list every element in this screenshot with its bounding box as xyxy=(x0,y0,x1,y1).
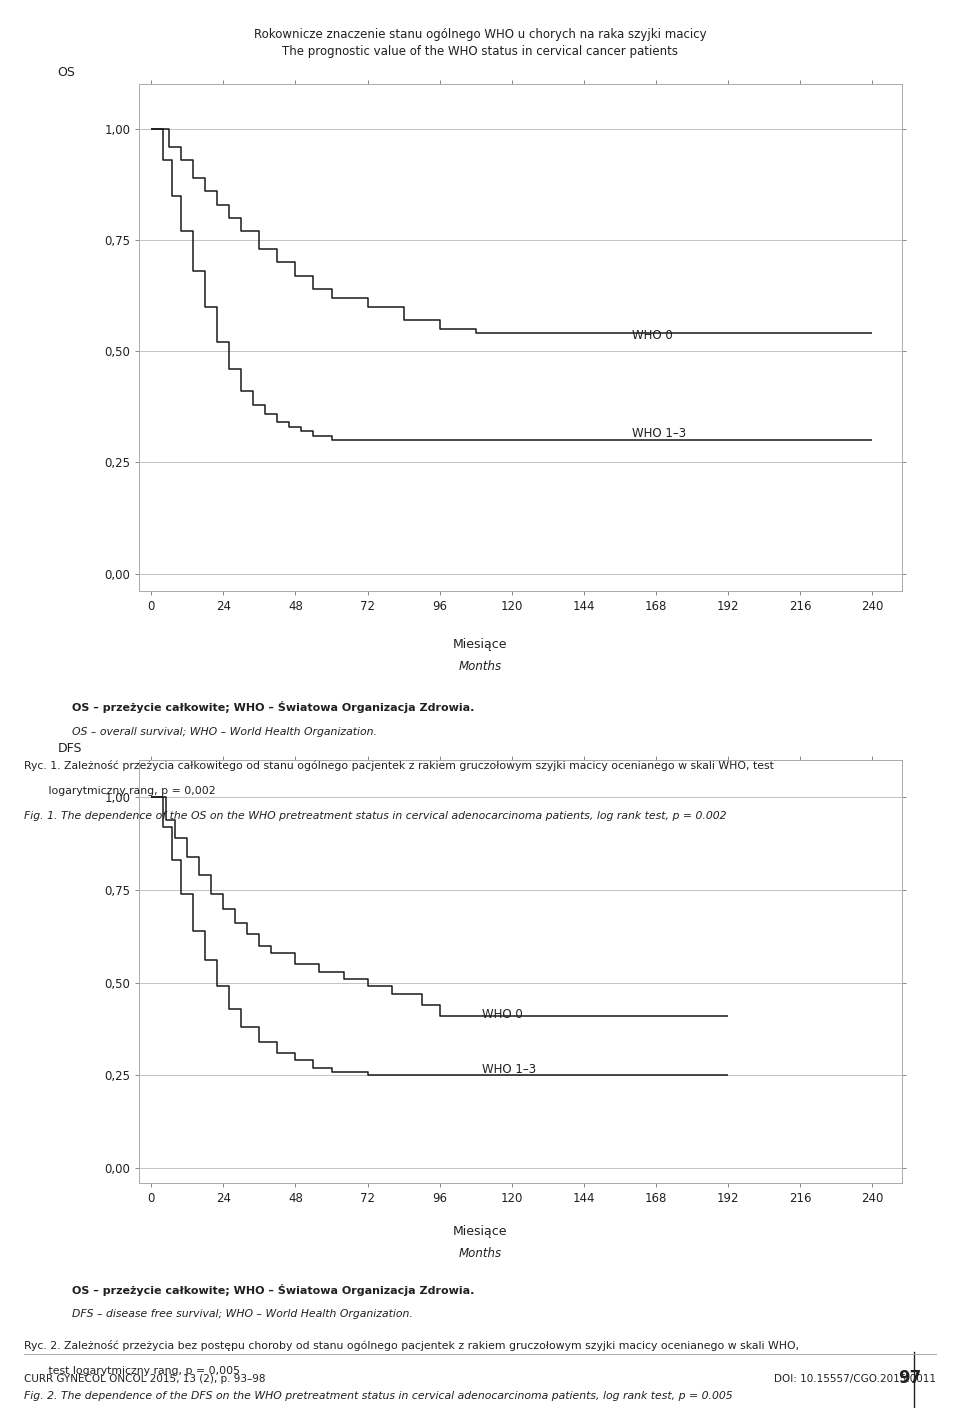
Text: DOI: 10.15557/CGO.2015.0011: DOI: 10.15557/CGO.2015.0011 xyxy=(774,1374,936,1384)
Text: The prognostic value of the WHO status in cervical cancer patients: The prognostic value of the WHO status i… xyxy=(282,45,678,58)
Text: OS – przeżycie całkowite; WHO – Światowa Organizacja Zdrowia.: OS – przeżycie całkowite; WHO – Światowa… xyxy=(72,701,474,714)
Text: Miesiące: Miesiące xyxy=(453,1225,507,1238)
Text: OS – overall survival; WHO – World Health Organization.: OS – overall survival; WHO – World Healt… xyxy=(72,727,377,736)
Text: WHO 0: WHO 0 xyxy=(482,1008,522,1021)
Text: OS – przeżycie całkowite; WHO – Światowa Organizacja Zdrowia.: OS – przeżycie całkowite; WHO – Światowa… xyxy=(72,1284,474,1297)
Text: Miesiące: Miesiące xyxy=(453,638,507,650)
Text: Months: Months xyxy=(459,660,501,673)
Text: WHO 1–3: WHO 1–3 xyxy=(632,427,686,441)
Text: 97: 97 xyxy=(899,1369,922,1387)
Text: CURR GYNECOL ONCOL 2015, 13 (2), p. 93–98: CURR GYNECOL ONCOL 2015, 13 (2), p. 93–9… xyxy=(24,1374,266,1384)
Text: Ryc. 1. Zależność przeżycia całkowitego od stanu ogólnego pacjentek z rakiem gru: Ryc. 1. Zależność przeżycia całkowitego … xyxy=(24,760,774,772)
Text: WHO 1–3: WHO 1–3 xyxy=(482,1063,536,1076)
Text: DFS: DFS xyxy=(58,742,83,755)
Text: Months: Months xyxy=(459,1247,501,1260)
Text: test logarytmiczny rang, p = 0,005: test logarytmiczny rang, p = 0,005 xyxy=(24,1366,240,1376)
Text: OS: OS xyxy=(58,66,76,79)
Text: Ryc. 2. Zależność przeżycia bez postępu choroby od stanu ogólnego pacjentek z ra: Ryc. 2. Zależność przeżycia bez postępu … xyxy=(24,1340,799,1352)
Text: Rokownicze znaczenie stanu ogólnego WHO u chorych na raka szyjki macicy: Rokownicze znaczenie stanu ogólnego WHO … xyxy=(253,28,707,41)
Text: DFS – disease free survival; WHO – World Health Organization.: DFS – disease free survival; WHO – World… xyxy=(72,1309,413,1319)
Text: logarytmiczny rang, p = 0,002: logarytmiczny rang, p = 0,002 xyxy=(24,786,216,796)
Text: WHO 0: WHO 0 xyxy=(632,329,673,342)
Text: Fig. 2. The dependence of the DFS on the WHO pretreatment status in cervical ade: Fig. 2. The dependence of the DFS on the… xyxy=(24,1391,732,1401)
Text: Fig. 1. The dependence of the OS on the WHO pretreatment status in cervical aden: Fig. 1. The dependence of the OS on the … xyxy=(24,811,727,821)
